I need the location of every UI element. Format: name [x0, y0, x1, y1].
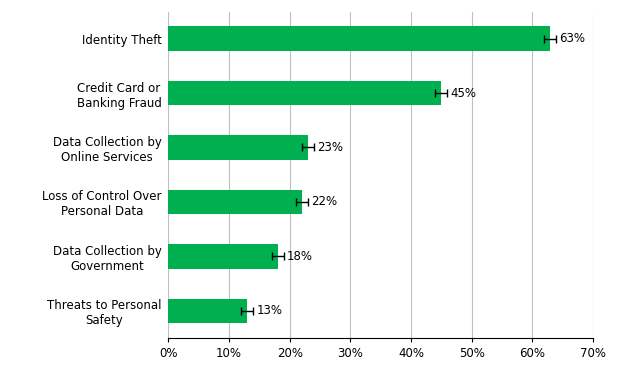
Bar — [168, 26, 550, 51]
Text: 45%: 45% — [451, 86, 476, 99]
Text: 13%: 13% — [256, 305, 283, 317]
Bar — [168, 190, 302, 214]
Text: 18%: 18% — [286, 250, 313, 263]
Text: 23%: 23% — [317, 141, 343, 154]
Bar — [168, 244, 278, 269]
Text: 22%: 22% — [311, 195, 337, 209]
Bar — [168, 299, 247, 323]
Bar — [168, 135, 308, 160]
Text: 63%: 63% — [560, 32, 585, 45]
Bar — [168, 81, 441, 105]
